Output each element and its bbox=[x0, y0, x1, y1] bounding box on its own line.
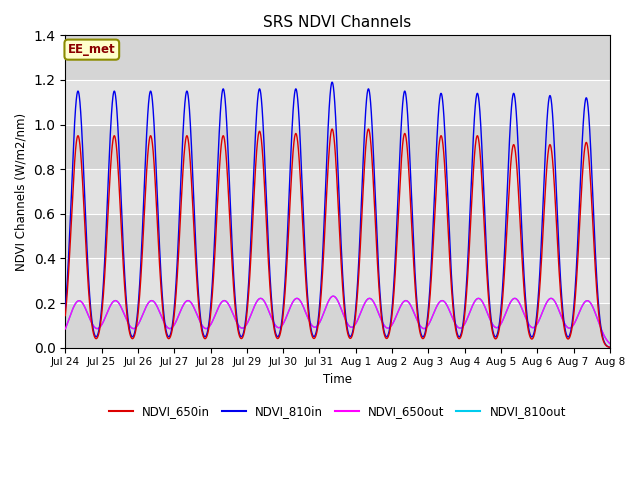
NDVI_810in bbox=[61, 306, 69, 312]
NDVI_810in bbox=[556, 260, 563, 266]
Line: NDVI_810in: NDVI_810in bbox=[65, 82, 610, 347]
NDVI_650out bbox=[270, 320, 278, 326]
X-axis label: Time: Time bbox=[323, 373, 352, 386]
NDVI_650out bbox=[61, 326, 69, 332]
NDVI_650in bbox=[553, 233, 561, 239]
NDVI_650out bbox=[556, 309, 563, 315]
NDVI_650out bbox=[606, 341, 614, 347]
NDVI_810in bbox=[403, 94, 410, 100]
Line: NDVI_810out: NDVI_810out bbox=[65, 296, 610, 344]
Y-axis label: NDVI Channels (W/m2/nm): NDVI Channels (W/m2/nm) bbox=[15, 112, 28, 271]
NDVI_650in bbox=[556, 277, 563, 283]
NDVI_810in bbox=[127, 330, 134, 336]
NDVI_650out bbox=[330, 293, 337, 299]
NDVI_650out bbox=[127, 324, 134, 330]
Legend: NDVI_650in, NDVI_810in, NDVI_650out, NDVI_810out: NDVI_650in, NDVI_810in, NDVI_650out, NDV… bbox=[104, 400, 571, 423]
NDVI_810in bbox=[606, 344, 614, 350]
Bar bbox=[65, 169, 610, 214]
NDVI_810out bbox=[606, 341, 614, 347]
NDVI_810out bbox=[577, 305, 585, 311]
NDVI_810out bbox=[270, 320, 278, 326]
NDVI_810out bbox=[403, 298, 410, 303]
NDVI_650in bbox=[365, 126, 372, 132]
Title: SRS NDVI Channels: SRS NDVI Channels bbox=[264, 15, 412, 30]
Bar bbox=[65, 214, 610, 258]
Line: NDVI_650in: NDVI_650in bbox=[65, 129, 610, 348]
NDVI_810in bbox=[577, 163, 585, 168]
NDVI_650out bbox=[577, 305, 585, 311]
NDVI_650in bbox=[127, 333, 134, 338]
NDVI_650in bbox=[403, 135, 410, 141]
NDVI_810in bbox=[553, 206, 561, 212]
NDVI_650out bbox=[403, 298, 410, 303]
NDVI_810out bbox=[556, 309, 563, 315]
Bar bbox=[65, 124, 610, 169]
Text: EE_met: EE_met bbox=[68, 43, 116, 56]
Bar bbox=[65, 303, 610, 348]
NDVI_810out bbox=[553, 303, 561, 309]
Bar bbox=[65, 258, 610, 303]
Bar bbox=[65, 36, 610, 80]
NDVI_810out bbox=[61, 326, 69, 332]
NDVI_650in bbox=[577, 195, 585, 201]
Line: NDVI_650out: NDVI_650out bbox=[65, 296, 610, 344]
NDVI_650in bbox=[270, 324, 278, 330]
NDVI_810in bbox=[270, 321, 278, 326]
NDVI_650out bbox=[553, 303, 561, 309]
NDVI_810out bbox=[330, 293, 337, 299]
NDVI_810in bbox=[328, 79, 336, 85]
Bar bbox=[65, 80, 610, 124]
NDVI_650in bbox=[61, 313, 69, 319]
NDVI_810out bbox=[127, 324, 134, 330]
NDVI_650in bbox=[606, 345, 614, 350]
